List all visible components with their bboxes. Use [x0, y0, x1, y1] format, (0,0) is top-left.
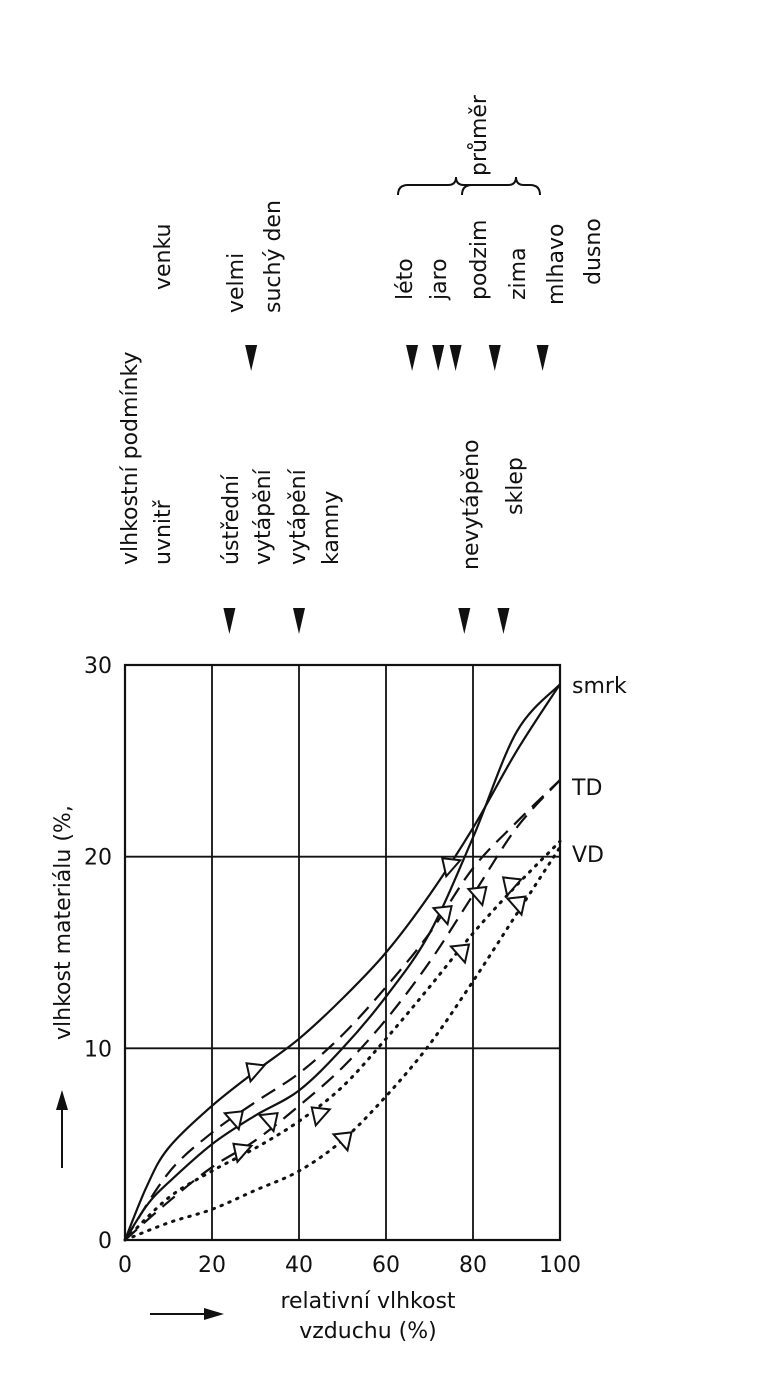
outside-label-spring: jaro [427, 258, 452, 301]
outside-label-humid: dusno [581, 218, 606, 285]
outside-label-very-dry-2: suchý den [261, 200, 286, 313]
direction-arrow-marker [222, 1110, 245, 1132]
y-tick-label: 0 [98, 1229, 112, 1254]
direction-arrow-marker [501, 876, 524, 898]
x-axis-title-line1: relativní vlhkost [280, 1289, 455, 1314]
direction-arrow-marker [245, 1062, 267, 1084]
direction-arrow-marker [310, 1106, 332, 1128]
inside-label-cellar: sklep [503, 457, 528, 515]
direction-arrow-marker [331, 1131, 353, 1153]
inside-label-central-heating-1: ústřední [219, 474, 244, 565]
direction-arrow-marker [448, 943, 471, 965]
inside-title-line2: uvnitř [151, 499, 176, 565]
outside-marker-triangle [245, 345, 258, 371]
outside-marker-triangle [449, 345, 462, 371]
inside-title-line1: vlhkostní podmínky [118, 352, 143, 565]
series-curve-vd-desorption [123, 845, 562, 1242]
x-axis-arrow [150, 1308, 224, 1320]
series-curve-smrk-absorption [123, 683, 561, 1241]
inside-marker-triangle [223, 608, 236, 634]
inside-label-stove-2: kamny [319, 491, 344, 565]
x-axis-title-line2: vzduchu (%) [299, 1319, 437, 1344]
outside-marker-triangle [406, 345, 419, 371]
x-tick-label: 60 [372, 1253, 400, 1278]
y-tick-label: 30 [84, 654, 112, 679]
direction-arrow-marker [440, 857, 463, 879]
outside-label-foggy: mlhavo [544, 224, 569, 305]
inside-label-stove-1: vytápění [286, 468, 311, 565]
series-curve-vd-absorption [123, 839, 562, 1242]
inside-marker-triangle [497, 608, 510, 634]
inside-label-central-heating-2: vytápění [251, 468, 276, 565]
brace-autumn-winter [461, 176, 541, 196]
y-axis-arrow [56, 1090, 68, 1168]
inside-conditions: vlhkostní podmínky uvnitř ústřední vytáp… [118, 352, 528, 634]
direction-arrow-marker [232, 1142, 254, 1164]
outside-marker-triangle [488, 345, 501, 371]
brace-summer-spring [397, 176, 476, 196]
inside-markers [223, 608, 510, 634]
y-tick-labels: 0 10 20 30 [84, 654, 112, 1254]
x-tick-label: 100 [539, 1253, 581, 1278]
y-tick-label: 10 [84, 1037, 112, 1062]
grid-lines [125, 665, 560, 1240]
plot-frame [123, 663, 562, 1242]
inside-label-unheated: nevytápěno [459, 439, 484, 570]
outside-conditions: venku velmi suchý den léto jaro podzim z… [151, 94, 606, 371]
brace-label-average: průměr [467, 94, 492, 176]
direction-arrow-marker [466, 885, 488, 908]
inside-marker-triangle [458, 608, 471, 634]
curves [123, 683, 562, 1242]
outside-title: venku [151, 223, 176, 290]
x-tick-labels: 0 20 40 60 80 100 [118, 1253, 581, 1278]
series-curve-td-desorption [124, 779, 561, 1241]
series-curve-td-absorption [124, 779, 561, 1241]
x-tick-label: 40 [285, 1253, 313, 1278]
direction-arrows [222, 857, 527, 1164]
plot-area [123, 663, 562, 1242]
direction-arrow-marker [257, 1112, 279, 1134]
outside-label-very-dry-1: velmi [224, 253, 249, 313]
direction-arrow-marker [505, 895, 527, 917]
y-tick-label: 20 [84, 846, 112, 871]
series-label-smrk: smrk [572, 674, 627, 699]
series-label-vd: VD [572, 843, 604, 868]
outside-label-winter: zima [506, 247, 531, 300]
series-curve-smrk-desorption [124, 683, 561, 1241]
x-tick-label: 80 [459, 1253, 487, 1278]
outside-label-autumn: podzim [467, 220, 492, 300]
direction-arrow-marker [431, 905, 453, 927]
x-tick-label: 0 [118, 1253, 132, 1278]
y-axis-title: vlhkost materiálu (%, [51, 805, 76, 1040]
outside-markers [245, 345, 549, 371]
outside-marker-triangle [536, 345, 549, 371]
outside-label-summer: léto [393, 258, 418, 300]
series-label-td: TD [571, 776, 602, 801]
inside-marker-triangle [293, 608, 305, 634]
outside-marker-triangle [432, 345, 445, 371]
x-tick-label: 20 [198, 1253, 226, 1278]
